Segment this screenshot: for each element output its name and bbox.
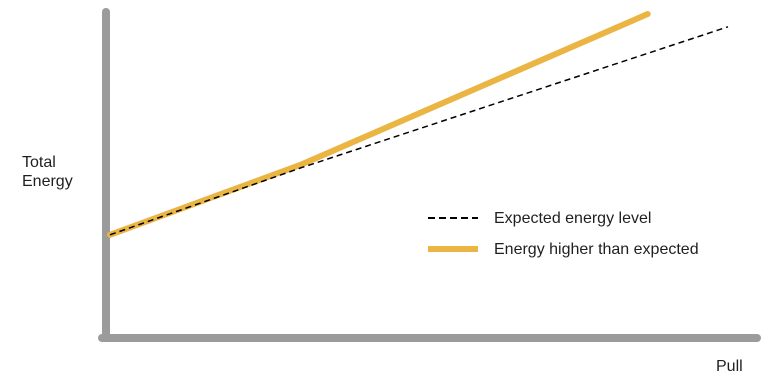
series-line-energy-higher — [107, 11, 651, 238]
legend-label-higher: Energy higher than expected — [494, 241, 699, 258]
y-axis-label-line-1: Total — [22, 154, 56, 171]
series-line-expected-energy — [109, 26, 729, 236]
y-axis-label-line-2: Energy — [22, 173, 73, 190]
y-axis-label: Total Energy — [22, 153, 73, 191]
x-axis-label: Pull — [716, 358, 743, 375]
legend-label-expected: Expected energy level — [494, 210, 652, 227]
